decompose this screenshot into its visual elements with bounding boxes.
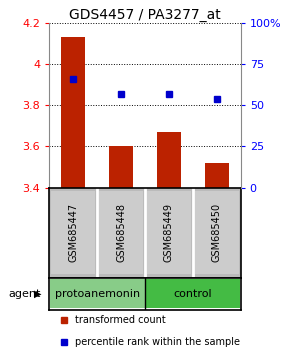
Title: GDS4457 / PA3277_at: GDS4457 / PA3277_at — [69, 8, 221, 22]
Text: control: control — [173, 289, 212, 299]
Text: agent: agent — [9, 289, 41, 299]
Bar — [109, 147, 133, 188]
FancyBboxPatch shape — [195, 191, 239, 274]
Text: GSM685449: GSM685449 — [164, 203, 174, 262]
Text: protoanemonin: protoanemonin — [55, 289, 140, 299]
Text: GSM685448: GSM685448 — [116, 203, 126, 262]
Text: transformed count: transformed count — [75, 315, 166, 325]
Text: GSM685447: GSM685447 — [68, 203, 78, 262]
FancyBboxPatch shape — [146, 279, 240, 308]
FancyBboxPatch shape — [147, 191, 191, 274]
Bar — [61, 38, 85, 188]
FancyBboxPatch shape — [99, 191, 143, 274]
Text: ▶: ▶ — [34, 289, 41, 299]
FancyBboxPatch shape — [50, 279, 144, 308]
FancyBboxPatch shape — [51, 191, 95, 274]
Text: GSM685450: GSM685450 — [212, 203, 222, 262]
Text: percentile rank within the sample: percentile rank within the sample — [75, 337, 240, 347]
Bar — [157, 132, 181, 188]
Bar — [205, 163, 229, 188]
